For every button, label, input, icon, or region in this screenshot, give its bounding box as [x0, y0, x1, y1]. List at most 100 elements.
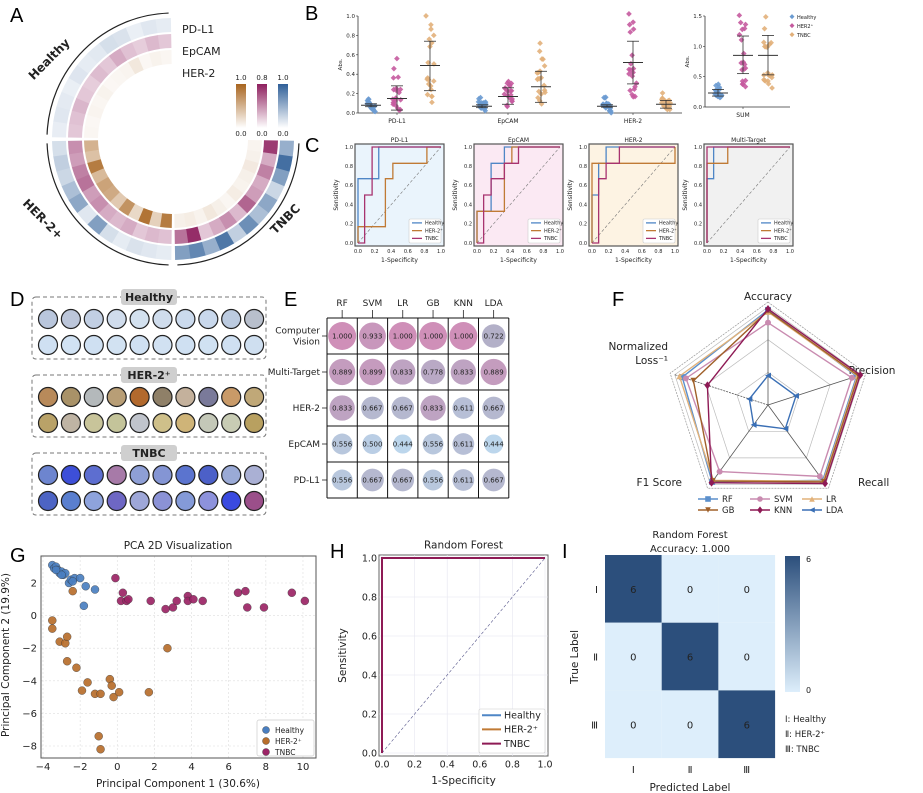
y-tick-label: 1.5	[693, 14, 702, 20]
heatmap-cell	[157, 229, 172, 244]
sample-well	[37, 334, 59, 356]
chart-title: Random Forest	[424, 540, 503, 552]
radar-line	[678, 311, 859, 482]
group-label: Healthy	[125, 291, 173, 304]
sample-well	[106, 464, 127, 486]
sample-well	[37, 490, 59, 512]
x-tick-label: 1.0	[556, 249, 564, 255]
x-tick-label: 0.6	[638, 249, 646, 255]
heatmap-cell	[108, 48, 128, 68]
x-axis-label: 1-Specificity	[431, 775, 496, 787]
y-tick-label: 0.4	[346, 72, 355, 78]
accuracy-bubble	[329, 395, 355, 421]
sample-well	[37, 464, 59, 486]
data-point	[395, 74, 402, 81]
legend-label: TNBC	[658, 236, 673, 242]
x-tick-label: Ⅰ	[632, 765, 635, 776]
chance-line	[381, 557, 546, 754]
legend-label: TNBC	[424, 236, 439, 242]
data-point	[114, 688, 124, 697]
data-point	[68, 586, 77, 596]
y-tick-label: 0.0	[464, 241, 472, 247]
heatmap-cell	[87, 159, 105, 175]
data-point	[233, 588, 243, 597]
error-bar	[387, 85, 407, 111]
y-tick-label: 0.0	[345, 241, 353, 247]
heatmap-cell	[56, 91, 75, 111]
colorbar	[785, 556, 800, 692]
column-header: RF	[336, 299, 347, 309]
heatmap-cell	[76, 85, 95, 104]
legend-box	[256, 719, 315, 757]
heatmap-cell	[90, 94, 109, 110]
x-axis-label: Predicted Label	[650, 782, 731, 793]
data-point	[633, 80, 640, 86]
y-tick-label: 0.8	[579, 164, 587, 170]
data-point	[394, 55, 400, 62]
marker	[765, 305, 771, 313]
accuracy-value: 0.444	[393, 441, 414, 449]
sample-well	[175, 386, 196, 408]
sample-well	[152, 334, 173, 356]
matrix-cell	[605, 690, 662, 759]
accuracy-value: 0.556	[332, 477, 353, 485]
heatmap-cell	[128, 203, 144, 222]
row-label: HER-2	[293, 404, 320, 414]
x-tick-label: 0.8	[654, 249, 662, 255]
radar-series-lda	[746, 372, 799, 432]
legend-label: LR	[826, 495, 837, 505]
sample-well	[221, 308, 242, 330]
panel-letter: C	[305, 135, 319, 157]
heatmap-cell	[76, 53, 98, 74]
accuracy-bubble	[482, 396, 505, 420]
sample-well	[198, 490, 219, 512]
heatmap-cell	[118, 62, 136, 80]
x-tick-label: 0.8	[539, 249, 547, 255]
heatmap-cell	[248, 204, 270, 225]
data-point	[79, 601, 89, 611]
panel-b-dot-plot: 0.0 0.2 0.4 0.6 0.8 1.0 Abs. PD-L1 EpCAM HER-2	[338, 11, 682, 125]
x-tick-label: 0.8	[505, 760, 520, 771]
data-point	[424, 91, 431, 98]
sample-well	[83, 334, 104, 356]
heatmap-cell	[111, 231, 132, 251]
error-bar	[623, 40, 643, 85]
heatmap-cell	[174, 213, 187, 228]
marker	[682, 375, 689, 382]
roc-curve-tnbc	[592, 146, 675, 244]
panel-letter: H	[330, 541, 344, 563]
x-tick-label: 1.0	[786, 249, 794, 255]
class-legend-label: Ⅱ: HER-2⁺	[785, 730, 825, 740]
data-point	[736, 12, 743, 19]
data-point	[241, 586, 250, 596]
y-tick-label: 0.2	[464, 222, 472, 228]
legend-box	[408, 218, 442, 244]
legend-label: TNBC	[543, 236, 558, 242]
accuracy-bubble	[358, 322, 386, 350]
heatmap-cell	[144, 35, 160, 52]
heatmap-cell	[102, 76, 120, 94]
panel-letter: D	[10, 289, 24, 311]
x-tick-label: 8	[263, 762, 269, 773]
y-tick-label: 0.0	[346, 111, 355, 117]
legend-marker	[789, 23, 795, 29]
x-tick-label: 1.0	[537, 760, 552, 771]
radar-line	[685, 321, 853, 478]
heatmap-cell	[52, 140, 68, 157]
sample-well	[221, 386, 242, 408]
marker	[716, 468, 723, 475]
sample-well	[221, 334, 242, 356]
marker	[708, 478, 715, 487]
y-tick-label: Ⅲ	[591, 720, 598, 731]
marker	[746, 395, 753, 402]
sample-well	[152, 464, 173, 486]
heatmap-cell	[174, 244, 191, 260]
data-point	[163, 644, 172, 653]
matrix-cell	[605, 622, 662, 691]
heatmap-cell	[263, 140, 278, 155]
heatmap-cell	[87, 104, 104, 119]
heatmap-cell	[232, 176, 250, 194]
error-bar	[361, 103, 381, 108]
sample-well	[198, 412, 219, 434]
